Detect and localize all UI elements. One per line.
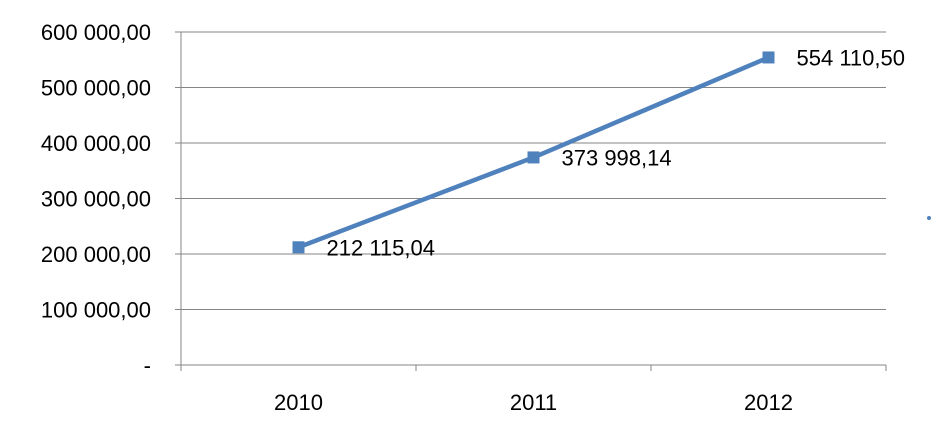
data-label: 373 998,14 bbox=[562, 145, 672, 170]
data-labels: 212 115,04 373 998,14 554 110,50 bbox=[327, 45, 905, 260]
stray-dot bbox=[927, 216, 931, 220]
y-tick-label: 500 000,00 bbox=[41, 76, 151, 101]
y-tick-label: 400 000,00 bbox=[41, 131, 151, 156]
data-point-marker bbox=[292, 241, 305, 254]
markers bbox=[292, 51, 775, 254]
data-point-marker bbox=[527, 151, 540, 164]
y-tick-label: - bbox=[144, 353, 151, 378]
x-tick-label: 2010 bbox=[274, 390, 323, 415]
data-label: 554 110,50 bbox=[797, 45, 905, 70]
data-label: 212 115,04 bbox=[327, 235, 435, 260]
data-point-marker bbox=[762, 51, 775, 64]
x-tick-label: 2012 bbox=[744, 390, 793, 415]
axes bbox=[175, 31, 887, 371]
y-tick-label: 600 000,00 bbox=[41, 20, 151, 45]
x-tick-label: 2011 bbox=[510, 390, 557, 415]
y-axis-ticks: - 100 000,00 200 000,00 300 000,00 400 000,0… bbox=[41, 20, 151, 378]
x-axis-ticks: 2010 2011 2012 bbox=[274, 390, 793, 415]
y-tick-label: 100 000,00 bbox=[41, 298, 151, 323]
y-tick-label: 200 000,00 bbox=[41, 242, 151, 267]
gridlines bbox=[181, 31, 886, 310]
y-tick-label: 300 000,00 bbox=[41, 187, 151, 212]
